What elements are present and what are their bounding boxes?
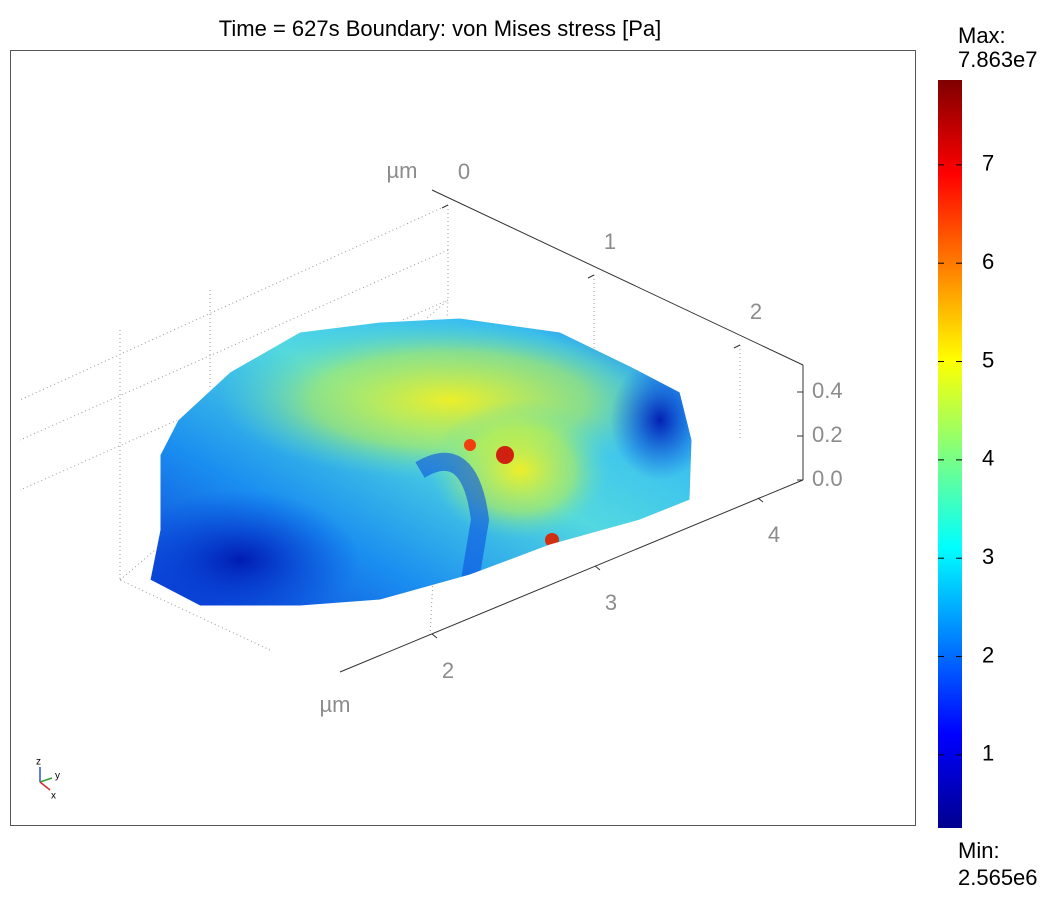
svg-text:x: x (51, 791, 56, 802)
triad: z y x (36, 757, 60, 802)
y-tick-label: 0 (458, 159, 470, 184)
colorbar-tick-label: 2 (982, 642, 994, 667)
colorbar-tick-label: 4 (982, 446, 994, 471)
x-tick-label: 3 (605, 590, 617, 615)
chart-title: Time = 627s Boundary: von Mises stress [… (219, 16, 661, 41)
colorbar-tick-label: 3 (982, 544, 994, 569)
axis-label: µm (319, 692, 350, 717)
colorbar-tick-label: 6 (982, 249, 994, 274)
svg-text:z: z (36, 757, 41, 768)
x-tick-label: 2 (442, 658, 454, 683)
y-tick-label: 2 (750, 299, 762, 324)
colorbar (938, 80, 962, 828)
axes-lines (339, 189, 804, 673)
axis-label: µm (386, 158, 417, 183)
y-tick (587, 274, 595, 279)
max-value: 7.863e7 (958, 47, 1038, 72)
colorbar-tick-label: 1 (982, 741, 994, 766)
surface (150, 318, 692, 606)
z-tick-label: 0.2 (812, 422, 843, 447)
y-tick (441, 204, 449, 209)
x-tick (594, 565, 601, 571)
z-tick-label: 0.4 (812, 378, 843, 403)
x-tick-label: 4 (768, 522, 780, 547)
colorbar-tick-label: 5 (982, 347, 994, 372)
x-tick (431, 633, 438, 639)
svg-text:y: y (55, 771, 60, 782)
x-tick (757, 497, 764, 503)
min-value: 2.565e6 (958, 865, 1038, 890)
min-label: Min: (958, 838, 1000, 863)
y-tick-label: 1 (604, 229, 616, 254)
z-tick-label: 0.0 (812, 466, 843, 491)
plot-frame (10, 50, 916, 826)
y-tick (733, 344, 741, 349)
max-label: Max: (958, 23, 1006, 48)
colorbar-tick-label: 7 (982, 151, 994, 176)
